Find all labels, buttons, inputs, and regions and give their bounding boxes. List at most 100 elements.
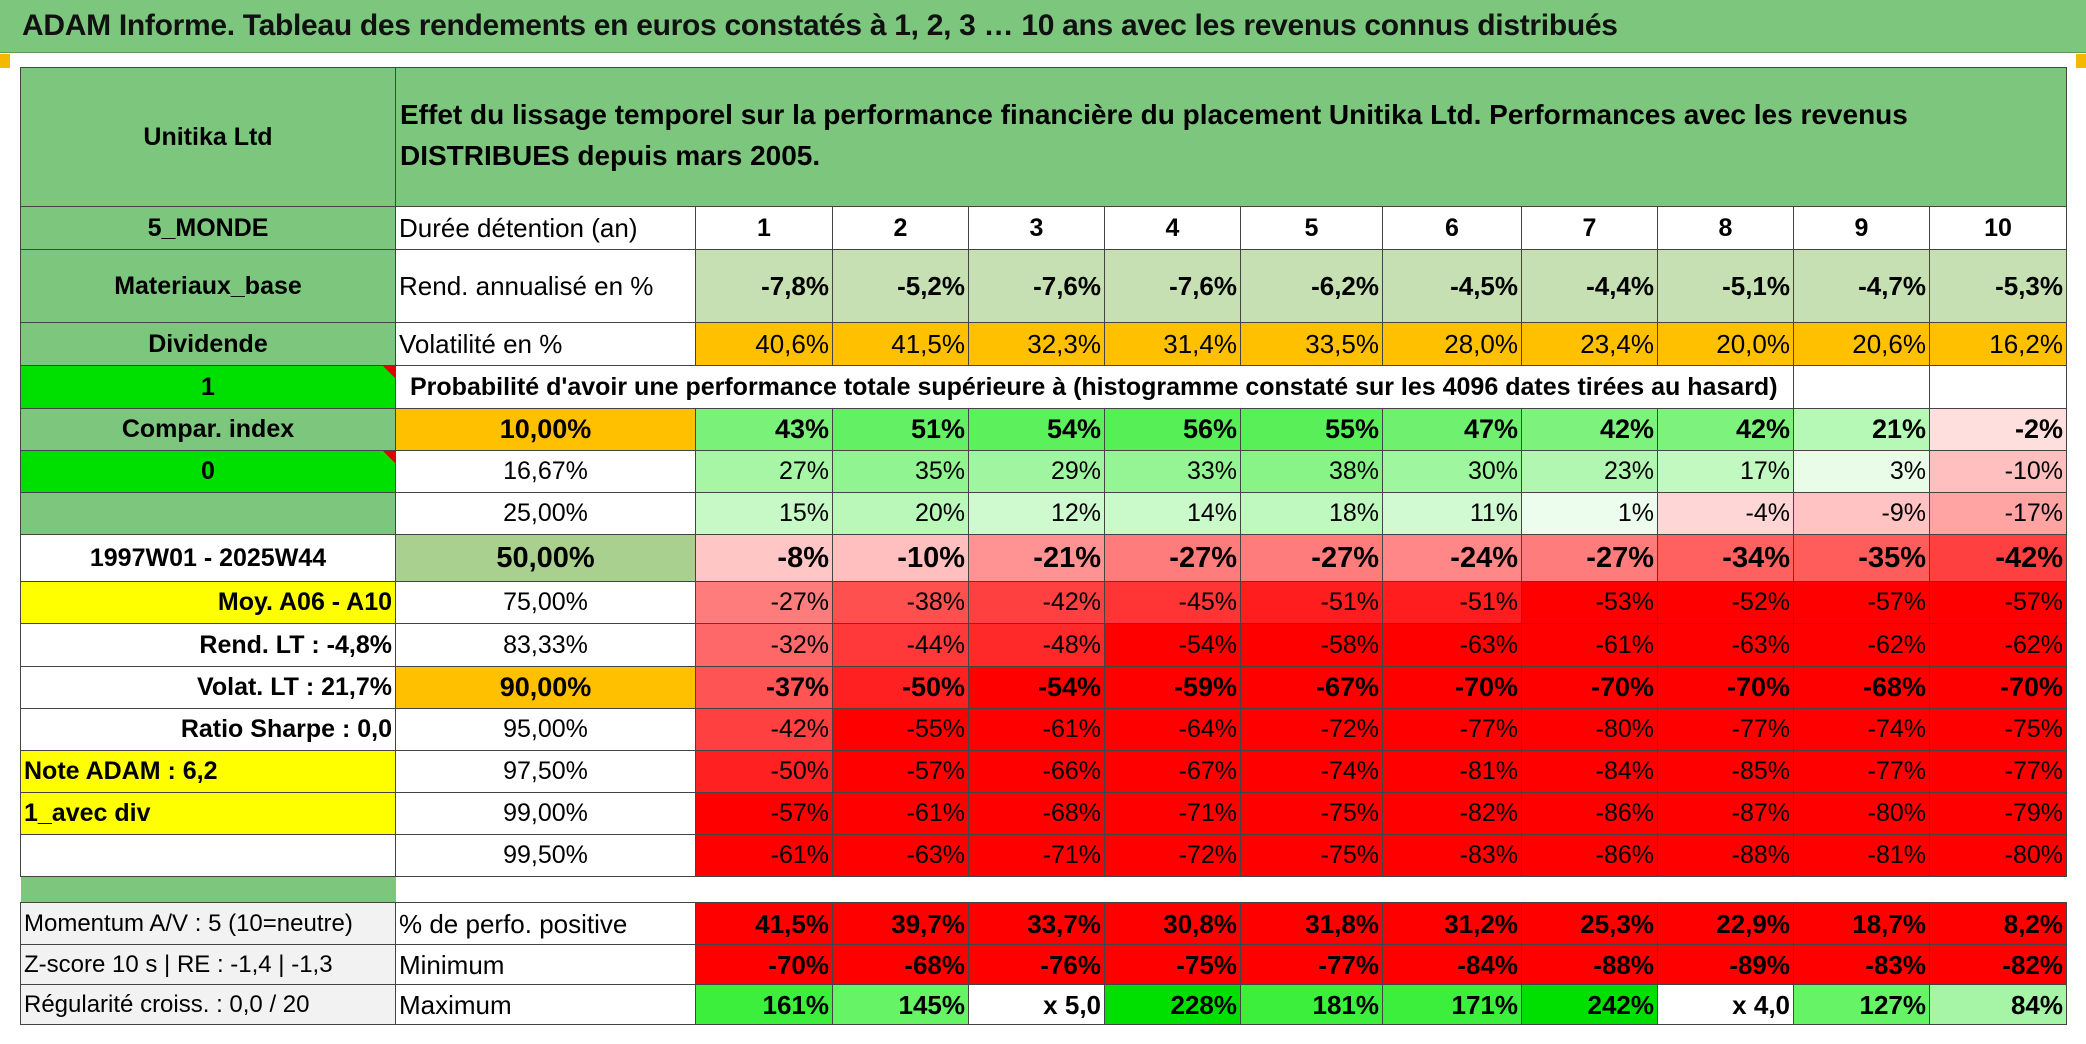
company-name: Unitika Ltd: [20, 67, 396, 207]
threshold-percent: 10,00%: [395, 408, 696, 451]
corner-marker: [0, 54, 10, 68]
probability-cell: 33%: [1104, 450, 1241, 493]
report-title: ADAM Informe. Tableau des rendements en …: [22, 9, 1618, 42]
probability-cell: -42%: [695, 708, 833, 751]
minimum-cell: -82%: [1929, 944, 2067, 985]
probability-cell: -62%: [1793, 623, 1930, 667]
positive-cell: 30,8%: [1104, 902, 1241, 945]
probability-cell: -27%: [1521, 534, 1658, 582]
probability-cell: -34%: [1657, 534, 1794, 582]
threshold-percent: 50,00%: [395, 534, 696, 582]
probability-cell: -51%: [1240, 581, 1383, 624]
volatility-label: Volatilité en %: [395, 322, 696, 366]
table-description: Effet du lissage temporel sur la perform…: [395, 67, 2067, 207]
probability-cell: -85%: [1657, 750, 1794, 793]
threshold-percent: 25,00%: [395, 492, 696, 535]
probability-cell: -32%: [695, 623, 833, 667]
year-header: 3: [968, 206, 1105, 250]
year-header: 7: [1521, 206, 1658, 250]
volatility-cell: 33,5%: [1240, 322, 1383, 366]
probability-cell: -67%: [1240, 666, 1383, 709]
minimum-cell: -75%: [1104, 944, 1241, 985]
probability-cell: -79%: [1929, 792, 2067, 835]
probability-cell: -10%: [1929, 450, 2067, 493]
probability-cell: -48%: [968, 623, 1105, 667]
probability-cell: -35%: [1793, 534, 1930, 582]
probability-cell: -83%: [1382, 834, 1522, 877]
period-label: 1997W01 - 2025W44: [20, 534, 396, 582]
probability-header: Probabilité d'avoir une performance tota…: [395, 365, 1794, 409]
volatility-cell: 40,6%: [695, 322, 833, 366]
minimum-cell: -89%: [1657, 944, 1794, 985]
probability-cell: 12%: [968, 492, 1105, 535]
probability-cell: -75%: [1240, 792, 1383, 835]
threshold-percent: 83,33%: [395, 623, 696, 667]
positive-cell: 39,7%: [832, 902, 969, 945]
annual-return-cell: -6,2%: [1240, 249, 1383, 323]
year-header: 9: [1793, 206, 1930, 250]
spacer-green-cell: [20, 876, 396, 903]
probability-cell: 51%: [832, 408, 969, 451]
probability-cell: -54%: [968, 666, 1105, 709]
maximum-cell: 181%: [1240, 984, 1383, 1025]
volatility-cell: 20,0%: [1657, 322, 1794, 366]
minimum-cell: -83%: [1793, 944, 1930, 985]
probability-cell: 3%: [1793, 450, 1930, 493]
maximum-label: Maximum: [395, 984, 696, 1025]
positive-cell: 41,5%: [695, 902, 833, 945]
probability-cell: -4%: [1657, 492, 1794, 535]
empty-cell: [20, 834, 396, 877]
positive-cell: 33,7%: [968, 902, 1105, 945]
probability-cell: -38%: [832, 581, 969, 624]
probability-cell: -77%: [1929, 750, 2067, 793]
threshold-percent: 75,00%: [395, 581, 696, 624]
volatility-cell: 41,5%: [832, 322, 969, 366]
probability-cell: -62%: [1929, 623, 2067, 667]
probability-cell: 30%: [1382, 450, 1522, 493]
corner-marker: [2076, 54, 2086, 68]
maximum-cell: 84%: [1929, 984, 2067, 1025]
year-header: 4: [1104, 206, 1241, 250]
probability-cell: -57%: [1929, 581, 2067, 624]
volatility-cell: 31,4%: [1104, 322, 1241, 366]
probability-cell: 21%: [1793, 408, 1930, 451]
probability-cell: 14%: [1104, 492, 1241, 535]
probability-cell: 42%: [1657, 408, 1794, 451]
probability-cell: -53%: [1521, 581, 1658, 624]
probability-cell: -10%: [832, 534, 969, 582]
probability-cell: -58%: [1240, 623, 1383, 667]
probability-cell: -17%: [1929, 492, 2067, 535]
average-label: Moy. A06 - A10: [20, 581, 396, 624]
probability-cell: -54%: [1104, 623, 1241, 667]
rend-label: Rend. annualisé en %: [395, 249, 696, 323]
zscore-label: Z-score 10 s | RE : -1,4 | -1,3: [20, 944, 396, 985]
probability-cell: 1%: [1521, 492, 1658, 535]
probability-cell: -61%: [968, 708, 1105, 751]
long-term-volatility: Volat. LT : 21,7%: [20, 666, 396, 709]
maximum-cell: 145%: [832, 984, 969, 1025]
probability-cell: -67%: [1104, 750, 1241, 793]
probability-cell: 18%: [1240, 492, 1383, 535]
probability-cell: -63%: [1657, 623, 1794, 667]
probability-cell: 23%: [1521, 450, 1658, 493]
maximum-cell: x 5,0: [968, 984, 1105, 1025]
year-header: 2: [832, 206, 969, 250]
compar-index-label: Compar. index: [20, 408, 396, 451]
sector-label: Materiaux_base: [20, 249, 396, 323]
zone-label: 5_MONDE: [20, 206, 396, 250]
probability-cell: -82%: [1382, 792, 1522, 835]
performance-table: Unitika Ltd Effet du lissage temporel su…: [20, 67, 2067, 1025]
probability-cell: -50%: [695, 750, 833, 793]
maximum-cell: 242%: [1521, 984, 1658, 1025]
annual-return-cell: -5,3%: [1929, 249, 2067, 323]
probability-cell: 15%: [695, 492, 833, 535]
probability-cell: -52%: [1657, 581, 1794, 624]
dividend-label: Dividende: [20, 322, 396, 366]
probability-cell: -80%: [1793, 792, 1930, 835]
threshold-percent: 99,00%: [395, 792, 696, 835]
long-term-return: Rend. LT : -4,8%: [20, 623, 396, 667]
momentum-label: Momentum A/V : 5 (10=neutre): [20, 902, 396, 945]
flag-one: 1: [201, 372, 215, 401]
duration-label: Durée détention (an): [395, 206, 696, 250]
probability-cell: -55%: [832, 708, 969, 751]
